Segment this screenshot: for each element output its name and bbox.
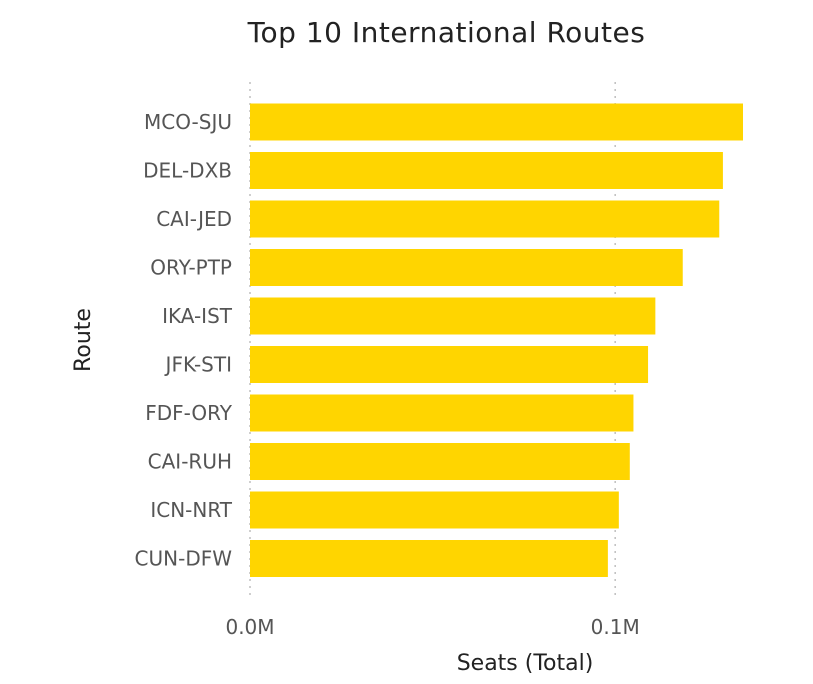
bar-cai-jed[interactable] xyxy=(250,200,720,238)
x-tick-labels: 0.0M 0.1M xyxy=(225,615,639,639)
category-labels: MCO-SJU DEL-DXB CAI-JED ORY-PTP IKA-IST JFK-S… xyxy=(135,110,233,571)
bar-cai-ruh[interactable] xyxy=(250,443,630,480)
bar-fdf-ory[interactable] xyxy=(250,394,634,432)
chart-title: Top 10 International Routes xyxy=(247,16,646,49)
bar-ika-ist[interactable] xyxy=(250,297,656,335)
category-label-mco-sju: MCO-SJU xyxy=(144,110,232,134)
x-axis-label: Seats (Total) xyxy=(457,651,594,676)
bar-icn-nrt[interactable] xyxy=(250,491,619,529)
bar-mco-sju[interactable] xyxy=(250,103,743,141)
category-label-cai-ruh: CAI-RUH xyxy=(148,450,232,474)
category-label-fdf-ory: FDF-ORY xyxy=(145,401,233,425)
bar-del-dxb[interactable] xyxy=(250,152,723,189)
y-axis-label: Route xyxy=(71,308,96,372)
category-label-del-dxb: DEL-DXB xyxy=(143,159,232,183)
category-label-cai-jed: CAI-JED xyxy=(156,207,232,231)
category-label-ika-ist: IKA-IST xyxy=(162,304,233,328)
bar-ory-ptp[interactable] xyxy=(250,249,683,286)
bars xyxy=(250,103,743,577)
x-tick-label-1: 0.1M xyxy=(591,615,640,639)
category-label-icn-nrt: ICN-NRT xyxy=(150,498,232,522)
gridlines xyxy=(249,82,616,600)
category-label-cun-dfw: CUN-DFW xyxy=(135,547,233,571)
category-label-ory-ptp: ORY-PTP xyxy=(150,256,232,280)
bar-cun-dfw[interactable] xyxy=(250,540,608,577)
bar-jfk-sti[interactable] xyxy=(250,346,649,383)
category-label-jfk-sti: JFK-STI xyxy=(164,353,232,377)
x-tick-label-0: 0.0M xyxy=(225,615,274,639)
